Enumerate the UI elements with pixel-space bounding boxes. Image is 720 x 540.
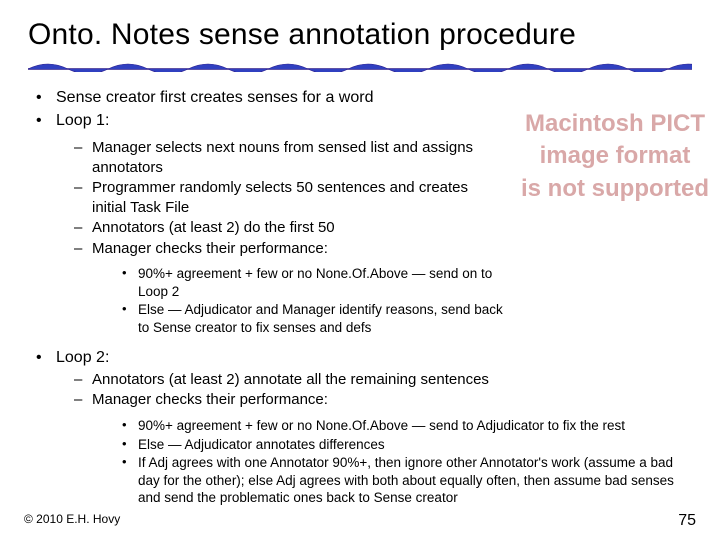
bullet-loop1-manager-check: Manager checks their performance: bbox=[28, 239, 498, 259]
bullet-sense-creator: Sense creator first creates senses for a… bbox=[28, 87, 692, 109]
bullet-loop2-adj: If Adj agrees with one Annotator 90%+, t… bbox=[28, 454, 688, 507]
title-divider bbox=[28, 58, 692, 72]
bullet-loop2-manager-check: Manager checks their performance: bbox=[28, 390, 668, 410]
bullet-loop1-programmer: Programmer randomly selects 50 sentences… bbox=[28, 178, 498, 217]
bullet-loop2: Loop 2: bbox=[28, 347, 692, 369]
bullet-loop1: Loop 1: bbox=[28, 110, 692, 132]
copyright-text: © 2010 E.H. Hovy bbox=[24, 512, 120, 530]
footer: © 2010 E.H. Hovy 75 bbox=[24, 512, 696, 530]
slide-title: Onto. Notes sense annotation procedure bbox=[28, 18, 692, 52]
bullet-loop2-annotators: Annotators (at least 2) annotate all the… bbox=[28, 370, 668, 390]
bullet-loop2-else: Else — Adjudicator annotates differences bbox=[28, 436, 688, 454]
bullet-loop1-else: Else — Adjudicator and Manager identify … bbox=[28, 301, 508, 336]
bullet-loop2-90pct: 90%+ agreement + few or no None.Of.Above… bbox=[28, 417, 688, 435]
content-area: Sense creator first creates senses for a… bbox=[28, 87, 692, 507]
slide-container: Onto. Notes sense annotation procedure S… bbox=[0, 0, 720, 540]
page-number: 75 bbox=[678, 512, 696, 530]
bullet-loop1-annotators: Annotators (at least 2) do the first 50 bbox=[28, 218, 498, 238]
bullet-loop1-90pct: 90%+ agreement + few or no None.Of.Above… bbox=[28, 265, 508, 300]
bullet-loop1-manager-assign: Manager selects next nouns from sensed l… bbox=[28, 138, 498, 177]
